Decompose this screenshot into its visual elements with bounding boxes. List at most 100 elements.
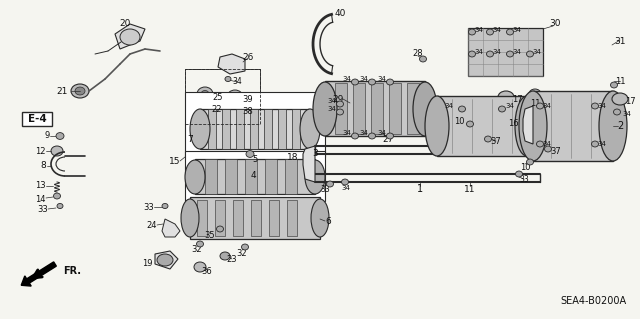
Bar xyxy=(285,159,297,194)
Text: 18: 18 xyxy=(287,152,298,161)
Ellipse shape xyxy=(536,103,543,109)
Ellipse shape xyxy=(51,146,63,156)
Text: 34: 34 xyxy=(493,27,501,33)
Ellipse shape xyxy=(120,29,140,45)
Bar xyxy=(407,83,419,134)
Text: 34: 34 xyxy=(475,27,483,33)
Text: 34: 34 xyxy=(342,76,351,82)
Ellipse shape xyxy=(190,109,210,149)
Ellipse shape xyxy=(545,146,552,152)
Bar xyxy=(287,200,297,236)
Ellipse shape xyxy=(527,51,534,57)
Ellipse shape xyxy=(197,87,213,101)
Text: 29: 29 xyxy=(332,94,344,103)
Bar xyxy=(325,81,425,136)
Text: 34: 34 xyxy=(532,49,541,55)
Ellipse shape xyxy=(75,87,85,95)
Bar xyxy=(197,200,207,236)
Text: 17: 17 xyxy=(625,97,636,106)
Ellipse shape xyxy=(599,91,627,161)
Bar xyxy=(222,109,230,149)
Ellipse shape xyxy=(369,79,376,85)
Text: 34: 34 xyxy=(623,111,632,117)
Text: 34: 34 xyxy=(543,141,552,147)
Ellipse shape xyxy=(486,29,493,35)
Bar xyxy=(265,159,277,194)
Text: 6: 6 xyxy=(325,217,331,226)
Text: 20: 20 xyxy=(119,19,131,28)
FancyArrow shape xyxy=(21,262,56,286)
Text: 14: 14 xyxy=(35,195,46,204)
Text: 33: 33 xyxy=(320,184,330,194)
Bar xyxy=(185,151,325,201)
Ellipse shape xyxy=(227,90,243,104)
Ellipse shape xyxy=(196,241,204,247)
Text: 38: 38 xyxy=(243,108,253,116)
Bar xyxy=(468,28,543,76)
Text: 35: 35 xyxy=(205,231,215,240)
Text: 25: 25 xyxy=(212,93,223,101)
Ellipse shape xyxy=(300,109,320,149)
Text: 37: 37 xyxy=(491,137,501,145)
Bar xyxy=(233,200,243,236)
Bar xyxy=(533,91,613,161)
Ellipse shape xyxy=(425,96,449,156)
Text: 28: 28 xyxy=(413,49,423,58)
Ellipse shape xyxy=(337,101,344,107)
Text: 31: 31 xyxy=(614,38,626,47)
Text: 17: 17 xyxy=(512,94,522,103)
Text: 13: 13 xyxy=(35,182,46,190)
Text: 34: 34 xyxy=(444,103,453,109)
Text: 34: 34 xyxy=(328,98,337,104)
Ellipse shape xyxy=(611,82,618,88)
Ellipse shape xyxy=(216,226,223,232)
Text: 34: 34 xyxy=(543,103,552,109)
Text: 2: 2 xyxy=(617,121,623,131)
Text: 4: 4 xyxy=(250,172,256,181)
Text: 33: 33 xyxy=(37,204,48,213)
Ellipse shape xyxy=(515,171,522,177)
Bar xyxy=(371,83,383,134)
Text: 37: 37 xyxy=(550,147,561,157)
Text: 5: 5 xyxy=(252,154,258,164)
Ellipse shape xyxy=(506,29,513,35)
Ellipse shape xyxy=(419,56,426,62)
Text: 34: 34 xyxy=(513,49,522,55)
Ellipse shape xyxy=(71,84,89,98)
Ellipse shape xyxy=(519,91,547,161)
Text: FR.: FR. xyxy=(63,266,81,276)
Bar xyxy=(269,200,279,236)
Bar xyxy=(437,96,527,156)
Text: 34: 34 xyxy=(475,49,483,55)
Ellipse shape xyxy=(614,109,621,115)
Ellipse shape xyxy=(342,179,349,185)
Text: 34: 34 xyxy=(598,103,607,109)
Text: 11: 11 xyxy=(464,184,476,194)
Ellipse shape xyxy=(185,160,205,194)
Text: 32: 32 xyxy=(192,246,202,255)
Bar xyxy=(185,92,325,157)
Text: 34: 34 xyxy=(506,103,515,109)
Bar xyxy=(185,69,260,124)
Text: 15: 15 xyxy=(169,158,180,167)
Ellipse shape xyxy=(227,102,243,116)
Text: 34: 34 xyxy=(342,130,351,136)
Text: 39: 39 xyxy=(243,95,253,105)
Text: 36: 36 xyxy=(202,266,212,276)
Ellipse shape xyxy=(387,133,394,139)
Polygon shape xyxy=(162,219,180,237)
Ellipse shape xyxy=(241,244,248,250)
Text: 12: 12 xyxy=(35,146,46,155)
Text: 24: 24 xyxy=(147,220,157,229)
Bar xyxy=(195,159,315,194)
Text: 34: 34 xyxy=(598,141,607,147)
Bar xyxy=(22,112,52,126)
Ellipse shape xyxy=(536,141,543,147)
Ellipse shape xyxy=(369,133,376,139)
Bar xyxy=(225,159,237,194)
Text: 22: 22 xyxy=(212,105,222,114)
Text: 34: 34 xyxy=(360,76,369,82)
Ellipse shape xyxy=(467,121,474,127)
Polygon shape xyxy=(523,106,533,144)
Text: 3: 3 xyxy=(312,150,318,159)
